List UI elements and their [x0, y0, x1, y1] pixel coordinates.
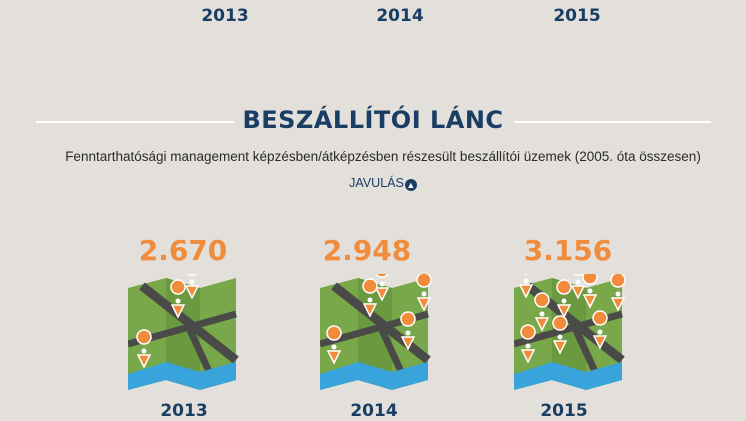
map-with-pins-icon	[128, 274, 239, 390]
arrow-up-circle-icon: ▲	[404, 179, 417, 191]
stat-value-2014: 2.948	[322, 234, 412, 267]
improvement-indicator: JAVULÁS ▲	[0, 176, 746, 191]
map-with-pins-icon	[514, 274, 626, 390]
section-title: BESZÁLLÍTÓI LÁNC	[242, 106, 504, 134]
top-year-2015: 2015	[553, 6, 601, 26]
map-with-pins-icon	[320, 274, 432, 390]
stat-value-2013: 2.670	[138, 234, 228, 267]
divider-right	[514, 121, 711, 123]
section-subtitle: Fenntarthatósági management képzésben/át…	[65, 149, 701, 164]
top-year-2014: 2014	[376, 6, 424, 26]
stat-year-2015: 2015	[540, 401, 588, 421]
stat-year-2013: 2013	[160, 401, 208, 421]
divider-left	[36, 121, 234, 123]
top-year-2013: 2013	[201, 6, 249, 26]
improvement-label: JAVULÁS	[349, 176, 404, 190]
stat-year-2014: 2014	[350, 401, 398, 421]
stat-value-2015: 3.156	[523, 234, 613, 267]
